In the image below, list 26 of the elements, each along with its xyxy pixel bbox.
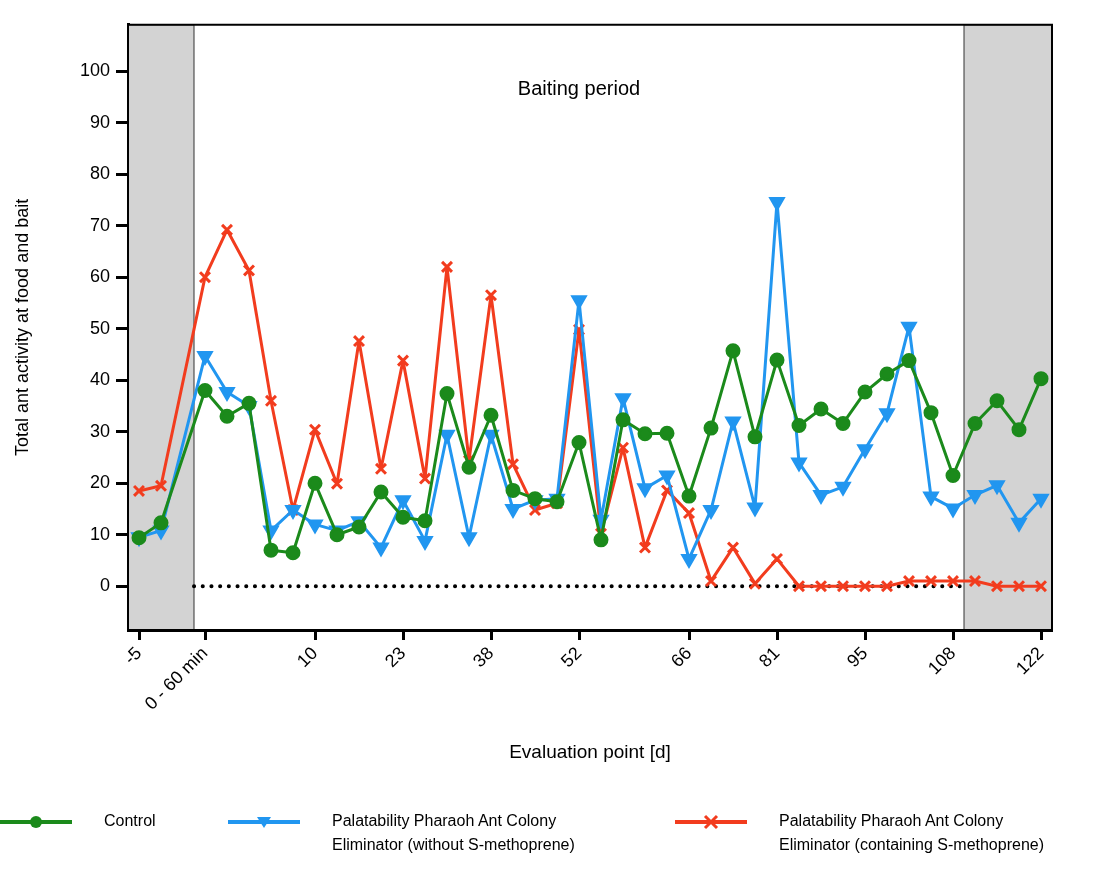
x-tick-label: 38: [469, 642, 498, 672]
y-tick-label: 60: [89, 266, 110, 287]
x-tick-label: 108: [923, 642, 960, 679]
y-tick-label: 30: [89, 420, 110, 441]
x-tick-label: 95: [843, 642, 872, 672]
y-axis-title: Total ant activity at food and bait: [11, 198, 32, 456]
y-tick-label: 10: [89, 523, 110, 544]
y-tick-label: 100: [79, 60, 110, 81]
y-tick-label: 0: [99, 575, 110, 596]
x-tick-label: 23: [381, 642, 410, 672]
legend-label: Control: [104, 811, 157, 831]
legend-label: Palatability Pharaoh Ant Colony Eliminator (without S-methoprene): [332, 811, 576, 855]
y-tick-label: 40: [89, 369, 110, 390]
y-tick-label: 90: [89, 111, 110, 132]
y-tick-label: 70: [89, 214, 110, 235]
y-tick-label: 80: [89, 163, 110, 184]
x-tick-label: 52: [557, 642, 586, 672]
annotation: Baiting period: [517, 76, 641, 99]
y-tick-label: 20: [89, 472, 110, 493]
x-tick-label: 122: [1011, 642, 1048, 679]
legend-label: Palatability Pharaoh Ant Colony Eliminator (containing S-methoprene): [779, 811, 1045, 855]
x-tick-label: 81: [755, 642, 784, 672]
x-tick-label: 10: [293, 642, 322, 672]
y-tick-label: 50: [89, 317, 110, 338]
x-tick-label: 66: [667, 642, 696, 672]
x-axis-title: Evaluation point [d]: [509, 740, 671, 762]
